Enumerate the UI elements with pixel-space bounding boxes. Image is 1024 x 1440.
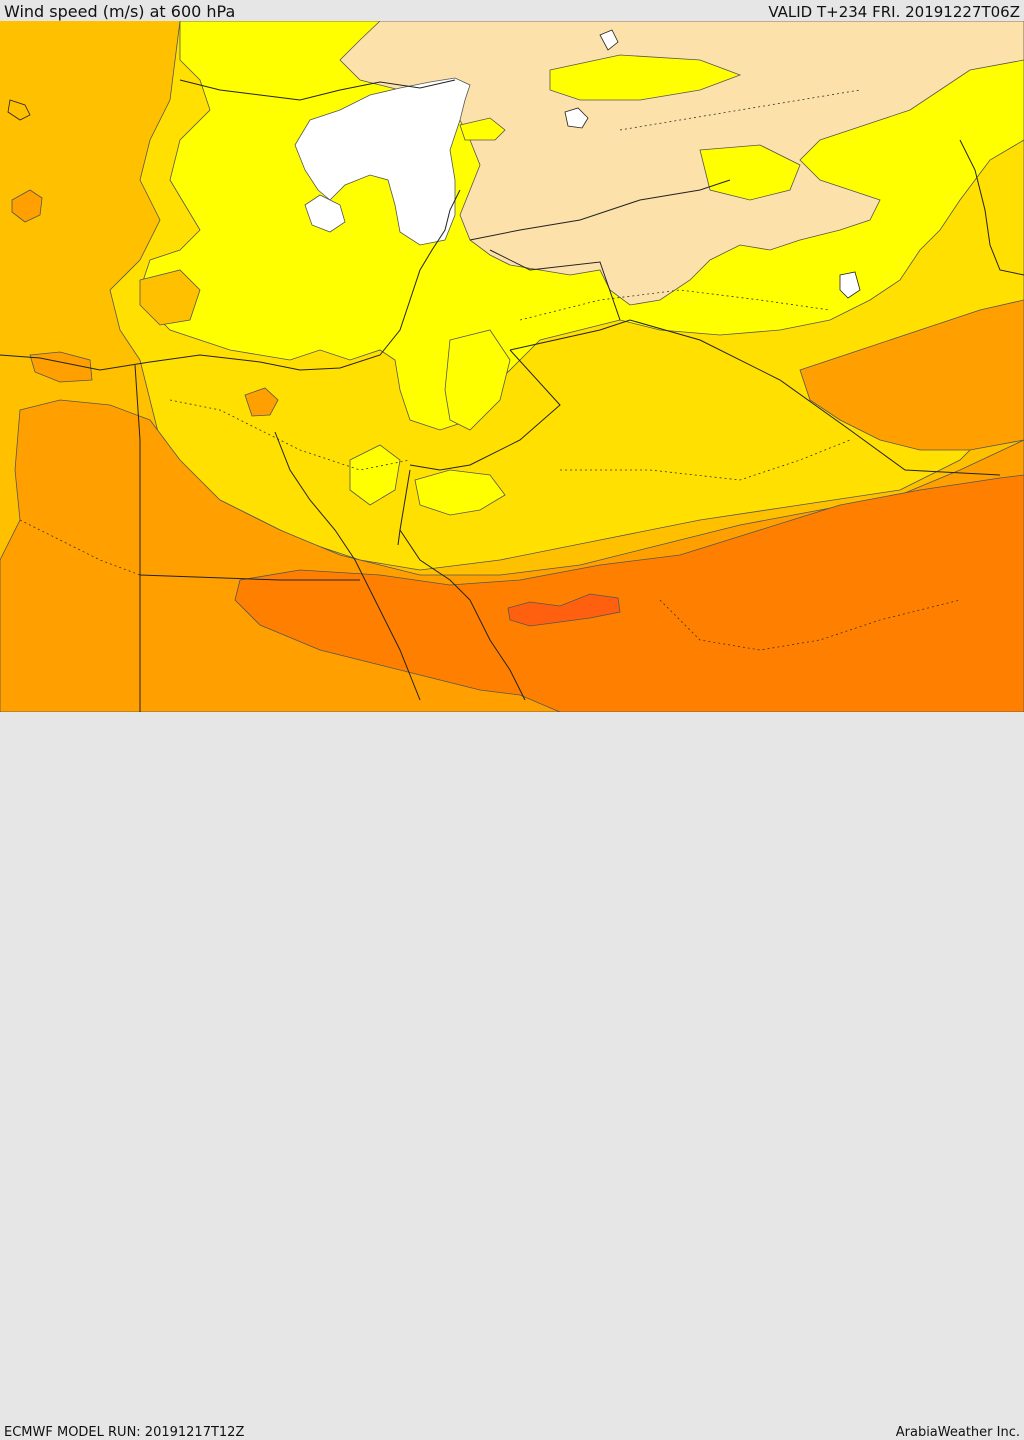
border-egypt-sudan xyxy=(139,574,360,581)
border-jordan xyxy=(409,349,561,471)
coastline-med xyxy=(0,189,461,371)
orange-field-east xyxy=(799,299,1024,451)
red-sea-gulf-suez xyxy=(274,431,421,701)
amber-blob-west xyxy=(139,269,201,326)
map-title: Wind speed (m/s) at 600 hPa xyxy=(4,2,236,21)
admin-border-5 xyxy=(659,599,961,651)
footer-bar: ECMWF MODEL RUN: 20191217T12Z ArabiaWeat… xyxy=(0,712,1024,1440)
yellow-patch-small xyxy=(459,117,506,141)
admin-border-4 xyxy=(619,89,861,131)
dark-orange-field xyxy=(234,474,1024,712)
yellow-blob-1 xyxy=(444,329,511,431)
yellow-patch-e xyxy=(699,144,801,201)
model-run-label: ECMWF MODEL RUN: 20191217T12Z xyxy=(4,1425,245,1440)
aegean-island xyxy=(7,99,31,121)
wind-speed-map[interactable] xyxy=(0,21,1024,712)
yellow-blob-2 xyxy=(349,444,401,506)
orange-spot-egypt xyxy=(244,387,279,417)
admin-border-3 xyxy=(560,439,851,481)
header-bar: Wind speed (m/s) at 600 hPa VALID T+234 … xyxy=(0,0,1024,21)
valid-time-label: VALID T+234 FRI. 20191227T06Z xyxy=(768,3,1020,21)
border-iraq-saudi xyxy=(509,319,1001,476)
brand-label: ArabiaWeather Inc. xyxy=(895,1425,1020,1440)
lake-van xyxy=(564,107,589,129)
border-syria-iraq xyxy=(489,249,621,321)
border-turkey-syria xyxy=(469,179,731,241)
calm-field xyxy=(294,77,471,246)
coastline-anatolia xyxy=(179,79,456,101)
red-sea-gulf-aqaba xyxy=(397,469,411,546)
red-sea-east-coast xyxy=(399,529,526,701)
border-egypt-libya xyxy=(134,364,141,712)
yellow-blob-3 xyxy=(414,469,506,516)
calm-islet xyxy=(304,194,346,233)
orange-spot-nw xyxy=(11,189,43,223)
persian-gulf-island xyxy=(839,271,861,299)
red-orange-core xyxy=(507,593,621,627)
lake-urmia xyxy=(599,29,619,51)
yellow-patch-ne xyxy=(549,54,742,101)
gulf-coast xyxy=(959,139,1024,276)
admin-border-6 xyxy=(19,519,141,576)
